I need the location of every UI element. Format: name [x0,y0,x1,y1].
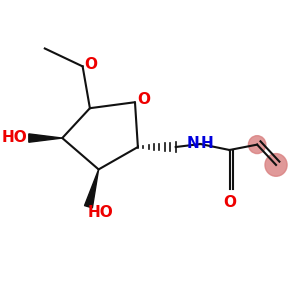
Text: H: H [200,136,213,151]
Text: HO: HO [2,130,28,145]
Circle shape [265,154,287,176]
Text: HO: HO [87,205,113,220]
Text: O: O [84,56,97,71]
Polygon shape [29,134,62,142]
Polygon shape [85,169,99,208]
Text: O: O [137,92,150,107]
Circle shape [248,136,266,154]
Text: N: N [186,136,199,151]
Text: O: O [223,195,236,210]
